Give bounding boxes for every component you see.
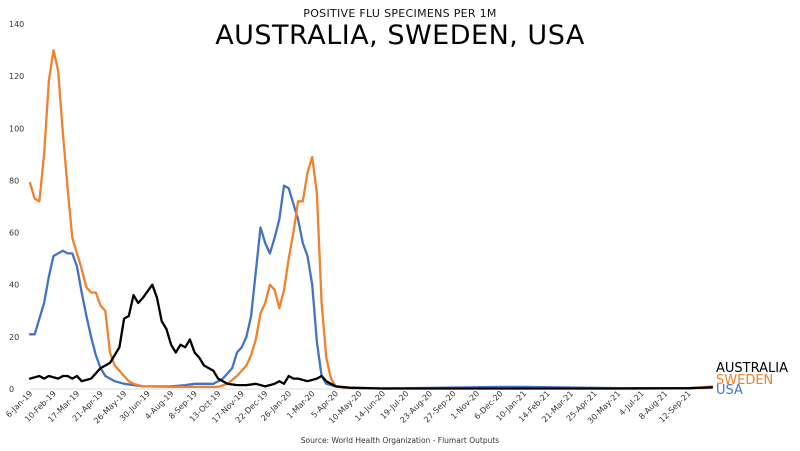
y-tick-label: 60 (9, 229, 19, 238)
y-tick-label: 0 (9, 385, 14, 394)
legend-item-australia: AUSTRALIA (716, 361, 788, 376)
y-tick-label: 140 (9, 20, 24, 29)
series-line-usa (28, 184, 714, 390)
series-line-australia (28, 283, 714, 390)
legend-item-sweden: SWEDEN (716, 373, 774, 388)
series-line-sweden (28, 48, 714, 390)
y-tick-label: 120 (9, 72, 24, 81)
y-tick-label: 100 (9, 124, 24, 133)
y-tick-label: 20 (9, 333, 19, 342)
source-note: Source: World Health Organization - Flum… (300, 436, 500, 445)
chart-subtitle: POSITIVE FLU SPECIMENS PER 1M (303, 7, 497, 20)
legend-item-usa: USA (716, 383, 743, 398)
chart-title: AUSTRALIA, SWEDEN, USA (215, 20, 585, 51)
y-tick-label: 40 (9, 281, 19, 290)
y-tick-label: 80 (9, 176, 19, 185)
